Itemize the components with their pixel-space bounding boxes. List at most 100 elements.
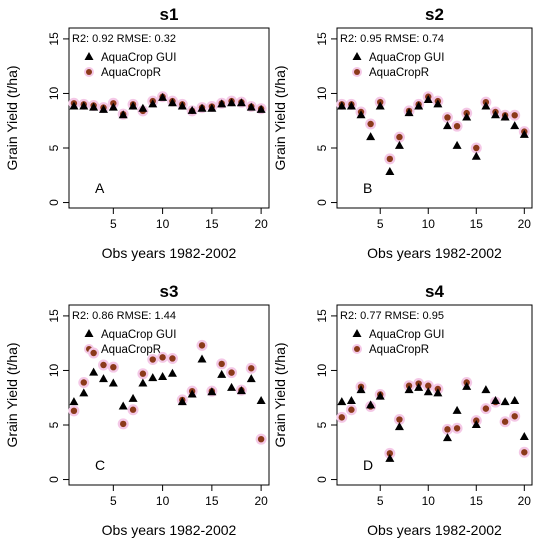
aquacropr-point bbox=[338, 414, 346, 421]
aquacropr-point bbox=[386, 155, 394, 163]
legend-entry: AquaCropR bbox=[369, 344, 429, 356]
aquacrop-gui-point bbox=[167, 98, 177, 107]
aquacrop-gui-point bbox=[236, 98, 246, 107]
aquacrop-gui-point bbox=[69, 397, 79, 406]
aquacropr-point bbox=[139, 370, 147, 377]
aquacropr-point bbox=[511, 413, 518, 420]
aquacrop-gui-point bbox=[187, 389, 197, 398]
aquacrop-gui-point bbox=[79, 388, 89, 397]
aquacrop-gui-point bbox=[148, 373, 158, 382]
y-tick-label: 0 bbox=[315, 199, 329, 206]
aquacrop-gui-point bbox=[366, 400, 376, 409]
x-tick-label: 15 bbox=[205, 217, 219, 231]
x-tick-label: 15 bbox=[205, 494, 219, 508]
aquacrop-gui-point bbox=[385, 453, 395, 462]
aquacrop-gui-point bbox=[89, 367, 99, 376]
y-tick-label: 15 bbox=[47, 309, 61, 323]
aquacrop-gui-point bbox=[394, 140, 404, 149]
aquacrop-gui-point bbox=[187, 105, 197, 114]
aquacropr-point bbox=[521, 449, 528, 456]
aquacrop-gui-point bbox=[167, 368, 177, 377]
y-tick-label: 5 bbox=[315, 421, 329, 428]
aquacropr-point bbox=[453, 425, 461, 432]
x-tick-label: 20 bbox=[254, 217, 268, 231]
aquacrop-gui-point bbox=[471, 420, 481, 428]
aquacrop-gui-point bbox=[442, 121, 452, 130]
aquacrop-gui-point bbox=[404, 385, 414, 394]
legend-triangle-icon bbox=[84, 329, 94, 337]
aquacropr-point bbox=[501, 418, 509, 425]
x-tick-label: 5 bbox=[110, 494, 117, 508]
aquacrop-gui-point bbox=[356, 385, 366, 394]
x-tick-label: 5 bbox=[377, 494, 384, 508]
aquacropr-point bbox=[198, 342, 206, 349]
plot-frame bbox=[336, 304, 533, 486]
aquacrop-gui-point bbox=[375, 391, 385, 400]
y-tick-label: 10 bbox=[47, 363, 61, 377]
aquacropr-point bbox=[248, 365, 255, 372]
aquacrop-gui-point bbox=[490, 110, 500, 119]
x-tick-label: 15 bbox=[470, 217, 484, 231]
aquacrop-gui-point bbox=[138, 103, 148, 112]
aquacrop-gui-point bbox=[375, 101, 385, 110]
y-tick-label: 10 bbox=[315, 86, 329, 100]
legend-triangle-icon bbox=[84, 52, 94, 60]
aquacrop-gui-point bbox=[207, 103, 217, 112]
aquacrop-gui-point bbox=[510, 121, 520, 130]
aquacrop-gui-point bbox=[490, 396, 500, 404]
aquacropr-point bbox=[386, 450, 394, 457]
y-tick-label: 15 bbox=[47, 32, 61, 46]
plot-frame bbox=[68, 27, 270, 209]
x-tick-label: 20 bbox=[518, 494, 532, 508]
aquacrop-gui-point bbox=[471, 151, 481, 160]
y-tick-label: 0 bbox=[47, 199, 61, 206]
aquacrop-gui-point bbox=[519, 129, 529, 138]
aquacrop-gui-point bbox=[452, 140, 462, 149]
aquacropr-point bbox=[149, 356, 156, 363]
aquacrop-gui-point bbox=[158, 372, 168, 380]
aquacropr-point bbox=[473, 144, 480, 152]
x-axis-label: Obs years 1982-2002 bbox=[367, 245, 502, 261]
aquacrop-gui-point bbox=[138, 378, 148, 387]
aquacrop-gui-point bbox=[246, 374, 256, 383]
y-tick-label: 10 bbox=[47, 86, 61, 100]
aquacropr-point bbox=[90, 349, 97, 357]
x-tick-label: 15 bbox=[470, 494, 484, 508]
aquacrop-gui-point bbox=[462, 381, 472, 390]
aquacrop-gui-point bbox=[118, 401, 128, 410]
aquacropr-point bbox=[119, 420, 127, 428]
x-tick-label: 10 bbox=[156, 217, 170, 231]
aquacropr-point bbox=[396, 133, 403, 141]
aquacrop-gui-point bbox=[177, 397, 187, 406]
aquacrop-gui-point bbox=[433, 388, 443, 397]
x-axis-label: Obs years 1982-2002 bbox=[102, 522, 237, 538]
legend-entry: AquaCropR bbox=[101, 344, 161, 356]
aquacrop-gui-point bbox=[108, 378, 118, 387]
aquacrop-gui-point bbox=[98, 104, 108, 113]
aquacrop-gui-point bbox=[98, 374, 108, 383]
aquacropr-point bbox=[367, 120, 374, 128]
aquacrop-gui-point bbox=[404, 108, 414, 117]
x-axis-label: Obs years 1982-2002 bbox=[367, 522, 502, 538]
aquacrop-gui-point bbox=[385, 167, 395, 175]
panel-letter: B bbox=[363, 180, 372, 196]
aquacropr-point bbox=[70, 407, 78, 415]
aquacrop-gui-point bbox=[227, 382, 237, 391]
aquacrop-gui-point bbox=[519, 432, 529, 440]
aquacrop-gui-point bbox=[346, 101, 356, 110]
y-tick-label: 5 bbox=[315, 144, 329, 151]
panel-title: s1 bbox=[160, 5, 179, 24]
aquacropr-point bbox=[80, 379, 87, 386]
aquacropr-point bbox=[482, 405, 490, 412]
aquacrop-gui-point bbox=[356, 110, 366, 119]
panel-s4: s4 0 5 10 15 5 10 15 20 Obs years 1982-2002 Grain … bbox=[272, 282, 533, 538]
y-tick-label: 10 bbox=[315, 363, 329, 377]
legend-circle-icon bbox=[354, 69, 360, 75]
fit-statistics: R2: 0.77 RMSE: 0.95 bbox=[340, 310, 444, 322]
x-tick-label: 10 bbox=[422, 217, 436, 231]
x-tick-label: 20 bbox=[254, 494, 268, 508]
y-axis-label: Grain Yield (t/ha) bbox=[4, 65, 20, 170]
aquacropr-point bbox=[425, 382, 432, 389]
aquacrop-gui-point bbox=[207, 387, 217, 396]
